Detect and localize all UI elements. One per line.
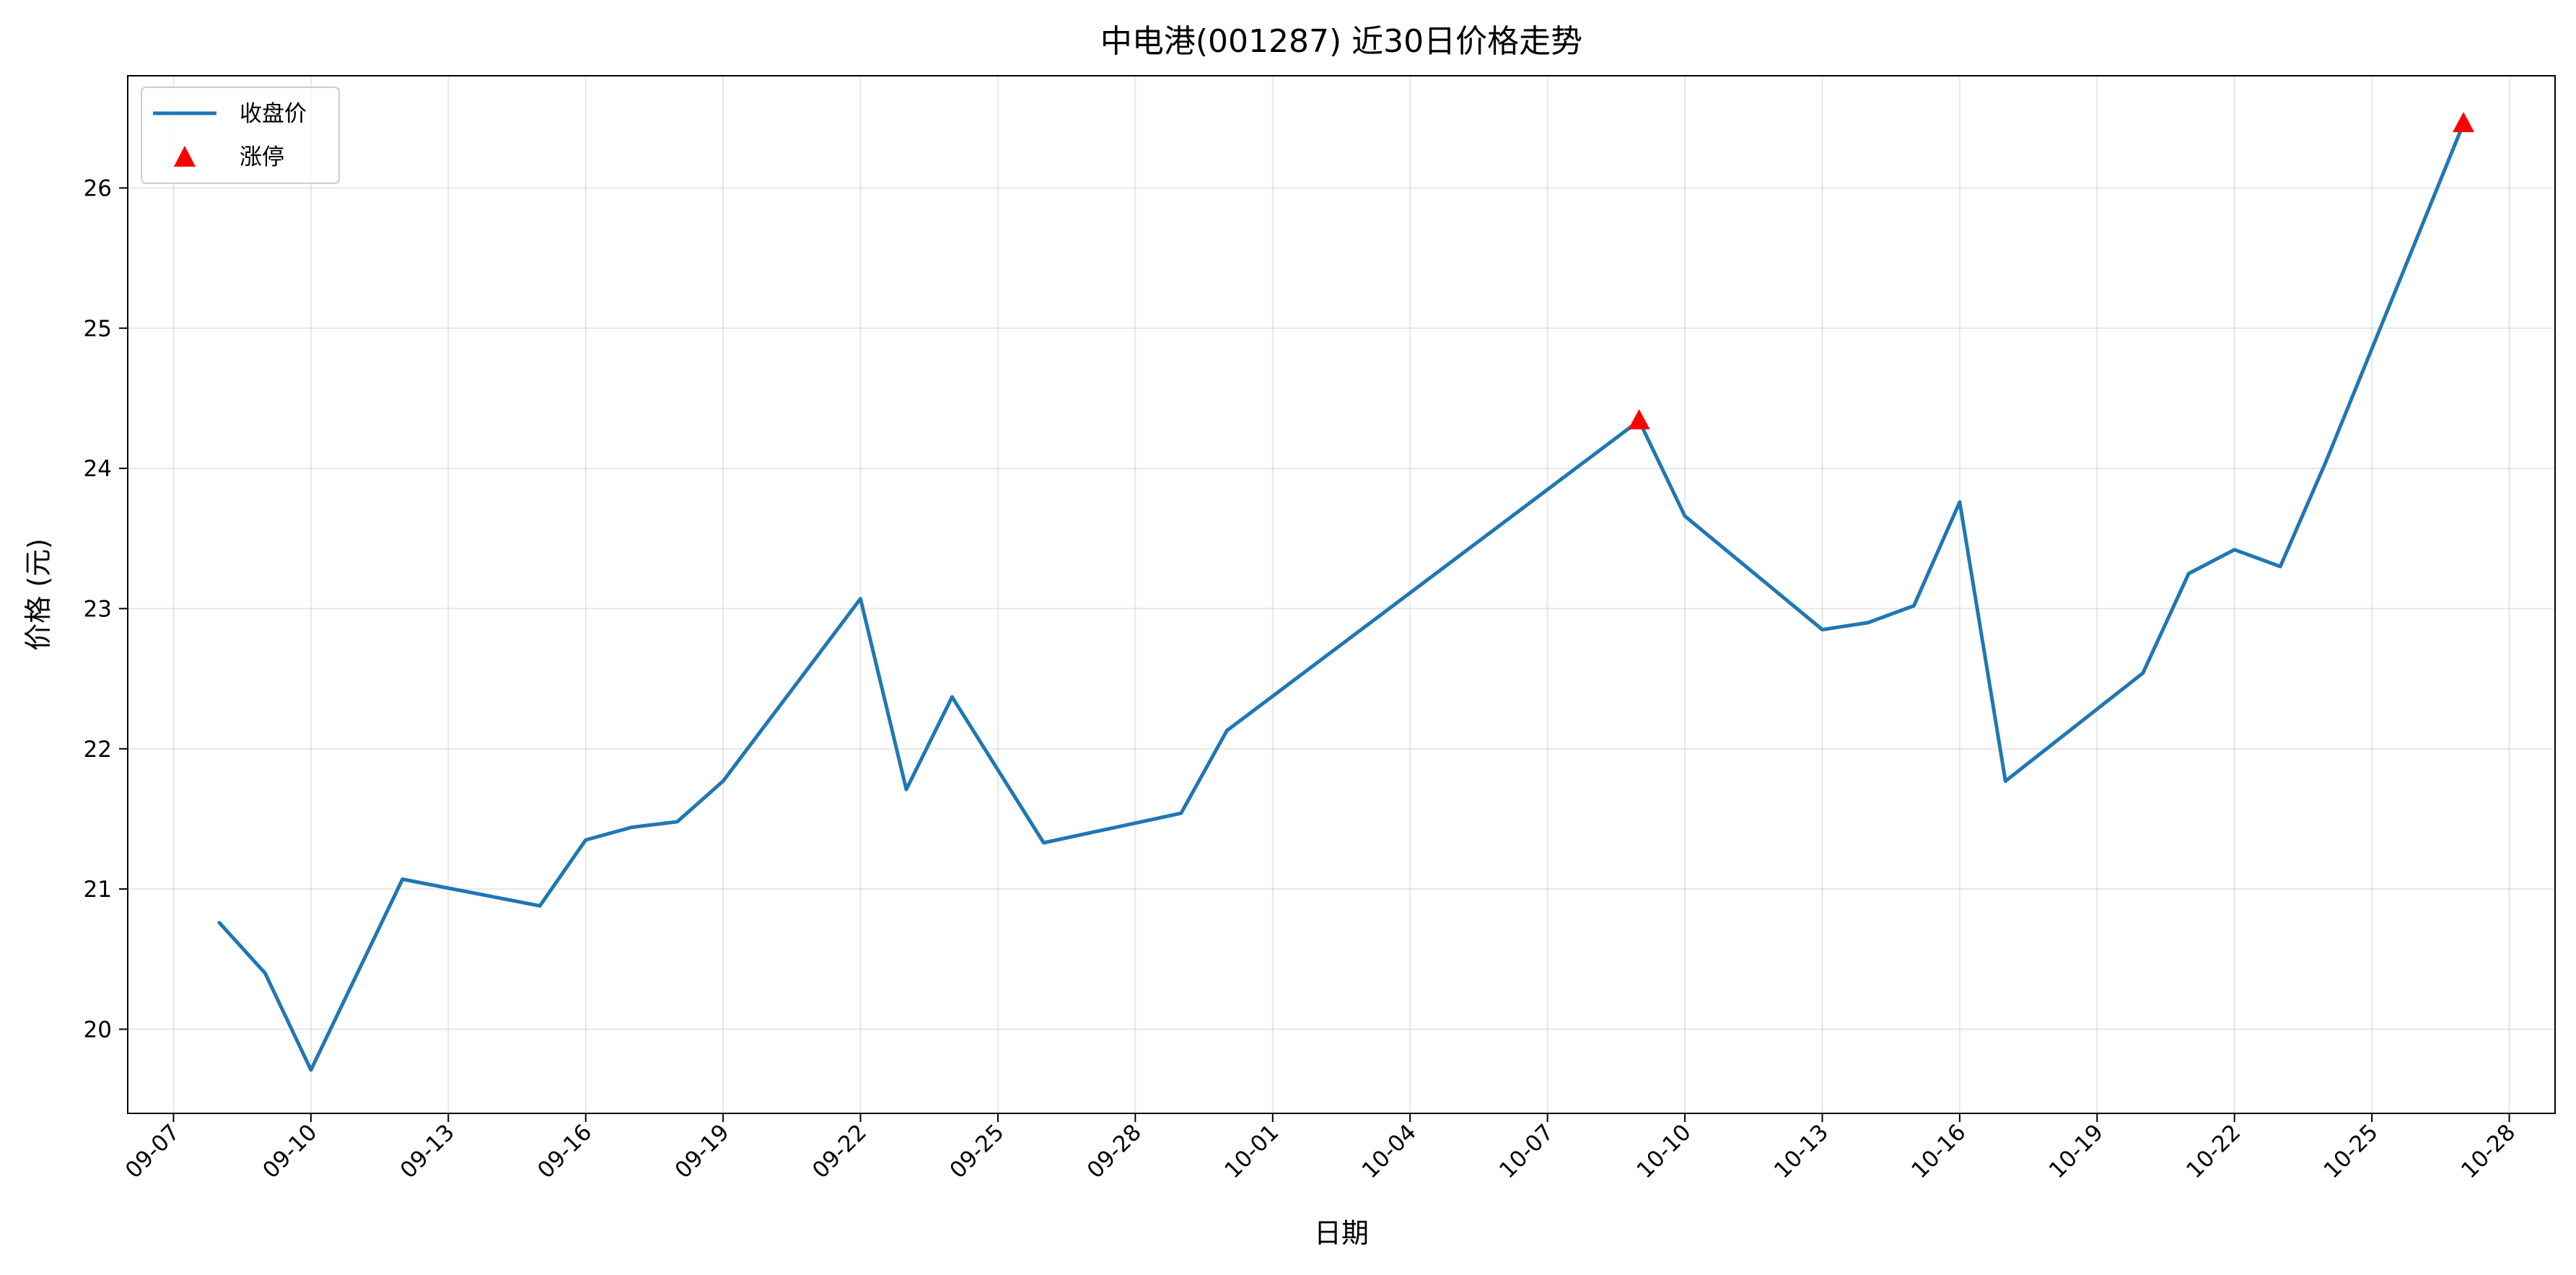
y-tick-label: 25: [84, 316, 112, 342]
chart-title: 中电港(001287) 近30日价格走势: [1100, 23, 1582, 60]
y-tick-label: 23: [84, 596, 112, 622]
x-tick-label: 10-07: [1494, 1119, 1559, 1183]
series-layer: [217, 112, 2475, 1072]
limit-up-marker: [2453, 112, 2475, 133]
x-tick-label: 09-07: [121, 1119, 185, 1183]
y-tick-label: 24: [84, 456, 112, 482]
x-tick-label: 09-28: [1082, 1119, 1147, 1183]
x-tick-label: 09-10: [258, 1119, 322, 1183]
x-tick-label: 10-22: [2181, 1119, 2246, 1183]
y-tick-label: 21: [84, 877, 112, 903]
x-tick-label: 10-10: [1632, 1119, 1696, 1183]
x-tick-label: 10-19: [2044, 1119, 2108, 1183]
close-price-line: [217, 121, 2466, 1072]
plot-frame: [127, 75, 2556, 1114]
y-tick-label: 22: [84, 737, 112, 763]
x-tick-label: 09-22: [807, 1119, 872, 1183]
x-tick-label: 10-25: [2319, 1119, 2383, 1183]
legend-label-limit-up: 涨停: [240, 144, 284, 170]
y-tick-label: 20: [84, 1017, 112, 1043]
x-tick-label: 10-28: [2456, 1119, 2520, 1183]
legend-limit-up-marker: [174, 146, 196, 167]
legend-label-close-price: 收盘价: [240, 101, 307, 127]
x-tick-label: 09-25: [945, 1119, 1009, 1183]
x-tick-label: 10-04: [1357, 1119, 1421, 1183]
x-tick-label: 10-13: [1769, 1119, 1834, 1183]
x-tick-label: 09-16: [533, 1119, 597, 1183]
x-axis-title: 日期: [1314, 1217, 1369, 1249]
limit-up-marker: [1628, 409, 1650, 430]
x-tick-label: 10-16: [1906, 1119, 1971, 1183]
x-tick-label: 09-13: [395, 1119, 460, 1183]
legend: 收盘价 涨停: [141, 87, 340, 184]
y-axis-title: 价格 (元): [22, 538, 54, 651]
x-tick-label: 10-01: [1219, 1119, 1284, 1183]
y-tick-label: 26: [84, 175, 112, 201]
grid: [128, 76, 2555, 1113]
x-tick-label: 09-19: [670, 1119, 735, 1183]
